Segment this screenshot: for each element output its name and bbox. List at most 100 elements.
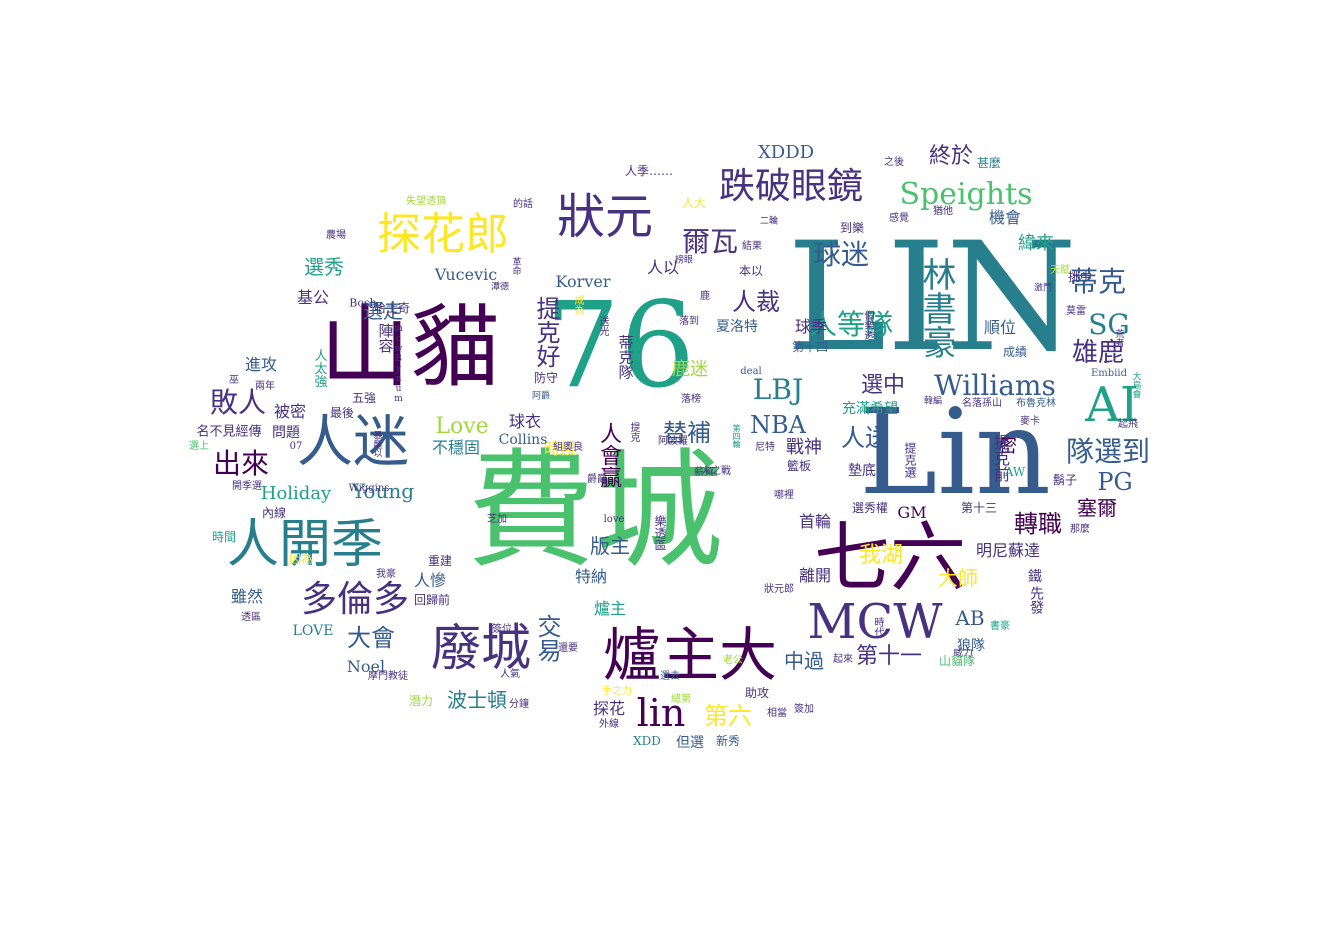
cloud-word: 本以 <box>738 264 764 278</box>
cloud-word: 兩年 <box>255 381 275 392</box>
cloud-word: 雖然 <box>230 587 264 606</box>
cloud-word: 蒂克 <box>1069 265 1127 298</box>
cloud-word: AB <box>955 606 985 630</box>
cloud-word: 暴龍以 <box>371 430 382 458</box>
cloud-word: 薪資 <box>694 467 714 478</box>
cloud-word: 球衣 <box>508 412 542 431</box>
cloud-word: 選走 <box>363 299 403 323</box>
cloud-word: 簽加 <box>794 704 814 715</box>
cloud-word: 成為 <box>572 295 583 315</box>
cloud-word: 還要 <box>558 643 578 654</box>
cloud-word: 七六 <box>814 513 966 602</box>
cloud-word: 最後 <box>329 406 355 420</box>
cloud-word: Vucevic <box>434 265 498 284</box>
cloud-word: LIN <box>786 211 1078 385</box>
cloud-word: 因為 <box>288 552 314 566</box>
cloud-word: Bosh <box>349 296 377 310</box>
cloud-word: 緯來 <box>1018 233 1054 254</box>
cloud-word: 麥卡 <box>1020 416 1040 427</box>
cloud-word: 芝加 <box>487 514 507 525</box>
cloud-word: 結果 <box>742 241 762 252</box>
cloud-word: AI <box>1085 377 1139 433</box>
cloud-word: 重建 <box>427 554 453 568</box>
cloud-word: 失望透頂 <box>406 196 446 207</box>
cloud-word: 敗人 <box>209 386 267 419</box>
cloud-word: MCW <box>807 594 943 650</box>
cloud-word: 大會 <box>347 624 395 652</box>
cloud-word: 摩門教徒 <box>368 671 408 682</box>
cloud-word: 人季…… <box>624 164 674 178</box>
cloud-word: 人迷 <box>297 410 409 475</box>
cloud-word: Bynum <box>393 354 404 404</box>
cloud-word: 76 <box>544 276 696 414</box>
cloud-word: 先發 <box>1028 586 1044 614</box>
cloud-word: 天賦 <box>1050 265 1070 276</box>
cloud-word: 革命 <box>510 257 521 275</box>
cloud-word: 名落孫山 <box>962 398 1002 409</box>
cloud-word: 特納 <box>574 567 608 586</box>
cloud-word: XDDD <box>757 142 815 163</box>
cloud-word: Holiday <box>260 483 332 504</box>
cloud-word: 潭德 <box>490 282 510 293</box>
cloud-word: 助攻 <box>744 686 770 700</box>
cloud-word: 鬍子 <box>1052 473 1078 487</box>
cloud-word: Lin <box>858 383 1052 521</box>
cloud-word: 布魯克林 <box>1016 398 1056 409</box>
cloud-word: lin <box>636 691 686 735</box>
cloud-word: 機會 <box>988 208 1022 227</box>
cloud-word: deal <box>740 366 762 377</box>
cloud-word: 分鐘 <box>509 699 529 710</box>
cloud-word: 費城 <box>466 437 724 586</box>
cloud-word: 人以 <box>646 258 680 277</box>
cloud-word: 榜眼 <box>674 255 694 266</box>
cloud-word: 第四輪 <box>732 424 741 448</box>
cloud-word: 時間 <box>211 530 237 544</box>
cloud-word: 轉職 <box>1014 510 1062 538</box>
cloud-word: 密 <box>999 436 1017 457</box>
cloud-word: 爐主大 <box>602 621 778 689</box>
cloud-word: 鹿 <box>700 291 710 302</box>
cloud-word: mcw <box>393 324 404 354</box>
cloud-word: 林書豪 <box>916 257 956 359</box>
cloud-word: 二輪 <box>759 216 779 227</box>
cloud-word: 落榜 <box>681 394 701 405</box>
cloud-word: 探花 <box>592 699 626 718</box>
cloud-word: 爾瓦 <box>681 225 739 258</box>
cloud-word: 多倫多 <box>300 579 410 620</box>
cloud-word: 鐵 <box>1028 569 1042 585</box>
cloud-word: 基公 <box>296 288 330 307</box>
cloud-word: 明尼蘇達 <box>975 541 1041 560</box>
cloud-word: 巫 <box>229 375 239 386</box>
cloud-word: 名不見經傳 <box>196 424 262 440</box>
cloud-word: Wiggins <box>348 483 390 494</box>
cloud-word: 提克好 <box>532 296 560 368</box>
cloud-word: 塞爾 <box>1077 496 1117 520</box>
cloud-word: 版主 <box>590 534 630 558</box>
cloud-word: 猶他 <box>933 206 953 217</box>
cloud-word: 隊選到 <box>1065 435 1151 468</box>
cloud-word: 陣容 <box>376 323 395 353</box>
cloud-word: 提克前 <box>991 434 1010 482</box>
cloud-word: 阿波羅 <box>658 436 688 447</box>
cloud-word: 人裁 <box>732 288 780 316</box>
cloud-word: AW <box>1004 465 1026 479</box>
cloud-word: 中過 <box>784 649 824 673</box>
cloud-word: 激鬥 <box>1033 283 1053 294</box>
cloud-word: 的話 <box>513 199 533 210</box>
cloud-word: 手之力 <box>602 686 632 697</box>
cloud-word: 人等隊 <box>808 308 894 341</box>
cloud-word: 人慘 <box>413 571 447 590</box>
cloud-word: 球迷 <box>812 238 870 271</box>
cloud-word: 選中 <box>860 373 906 398</box>
cloud-word: 山貓 <box>320 295 500 400</box>
cloud-word: 我豪 <box>376 569 396 580</box>
cloud-word: 狼隊 <box>957 638 985 654</box>
cloud-word: 爐主 <box>593 599 627 618</box>
cloud-word: 交易 <box>533 614 561 662</box>
cloud-word: 威力 <box>953 648 973 659</box>
cloud-word: 落到 <box>679 316 699 327</box>
cloud-word: 人開季 <box>226 515 384 575</box>
cloud-word: 簽位 <box>492 624 512 635</box>
cloud-word: 農場 <box>326 230 346 241</box>
